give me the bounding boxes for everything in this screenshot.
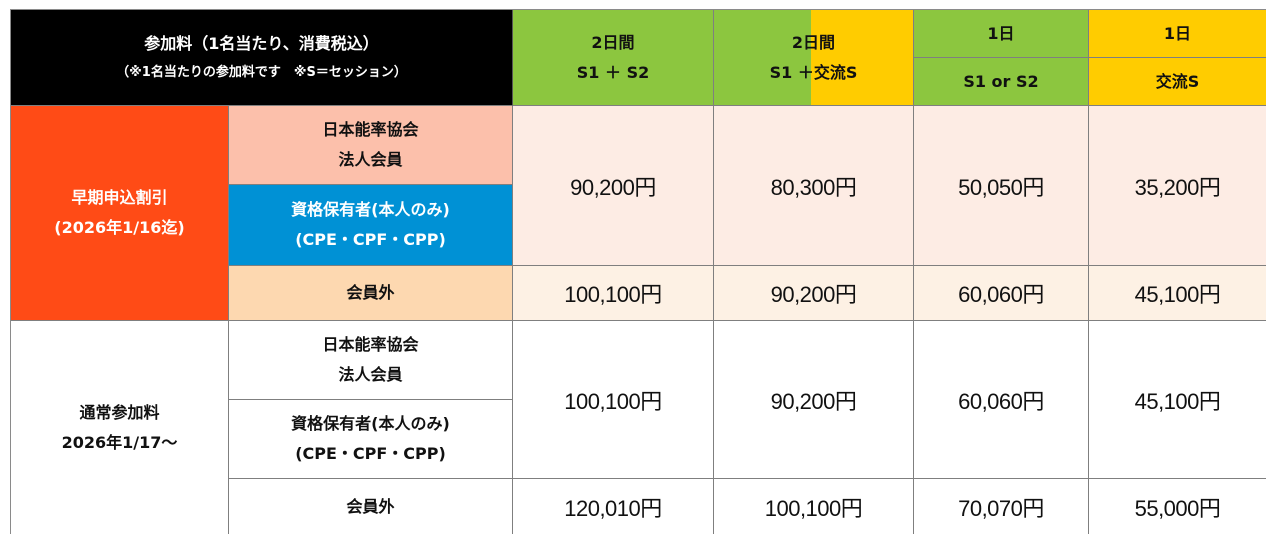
category-certified-holder: 資格保有者(本人のみ) (CPE・CPF・CPP) [229,185,513,266]
price-cell: 35,200円 [1089,106,1266,266]
category-corporate-member: 日本能率協会 法人会員 [229,321,513,400]
price-cell: 45,100円 [1089,266,1266,321]
category-non-member: 会員外 [229,266,513,321]
price-cell: 90,200円 [714,321,914,479]
price-cell: 90,200円 [714,266,914,321]
section-label-early: 早期申込割引 (2026年1/16迄) [11,106,229,321]
col-header-2day-s1-exchange: 2日間 S1 ＋交流S [714,10,914,106]
col-header-1day-s1-or-s2-bottom: S1 or S2 [914,58,1089,106]
price-cell: 80,300円 [714,106,914,266]
price-cell: 100,100円 [513,266,714,321]
header-note: （※1名当たりの参加料です ※S＝セッション） [116,64,407,80]
price-cell: 60,060円 [914,266,1089,321]
category-certified-holder: 資格保有者(本人のみ) (CPE・CPF・CPP) [229,400,513,479]
price-cell: 70,070円 [914,479,1089,534]
price-cell: 50,050円 [914,106,1089,266]
category-non-member: 会員外 [229,479,513,534]
price-cell: 120,010円 [513,479,714,534]
price-cell: 55,000円 [1089,479,1266,534]
col-header-2day-s1-s2: 2日間 S1 ＋ S2 [513,10,714,106]
col-header-1day-exchange-top: 1日 [1089,10,1266,58]
category-corporate-member: 日本能率協会 法人会員 [229,106,513,185]
header-title: 参加料（1名当たり、消費税込） [144,33,379,53]
pricing-table: 参加料（1名当たり、消費税込） （※1名当たりの参加料です ※S＝セッション） … [10,9,1266,534]
col-header-1day-s1-or-s2-top: 1日 [914,10,1089,58]
price-cell: 45,100円 [1089,321,1266,479]
price-cell: 90,200円 [513,106,714,266]
price-cell: 60,060円 [914,321,1089,479]
price-cell: 100,100円 [513,321,714,479]
header-title-cell: 参加料（1名当たり、消費税込） （※1名当たりの参加料です ※S＝セッション） [11,10,513,106]
col-header-1day-exchange-bottom: 交流S [1089,58,1266,106]
price-cell: 100,100円 [714,479,914,534]
section-label-regular: 通常参加料 2026年1/17～ [11,321,229,534]
